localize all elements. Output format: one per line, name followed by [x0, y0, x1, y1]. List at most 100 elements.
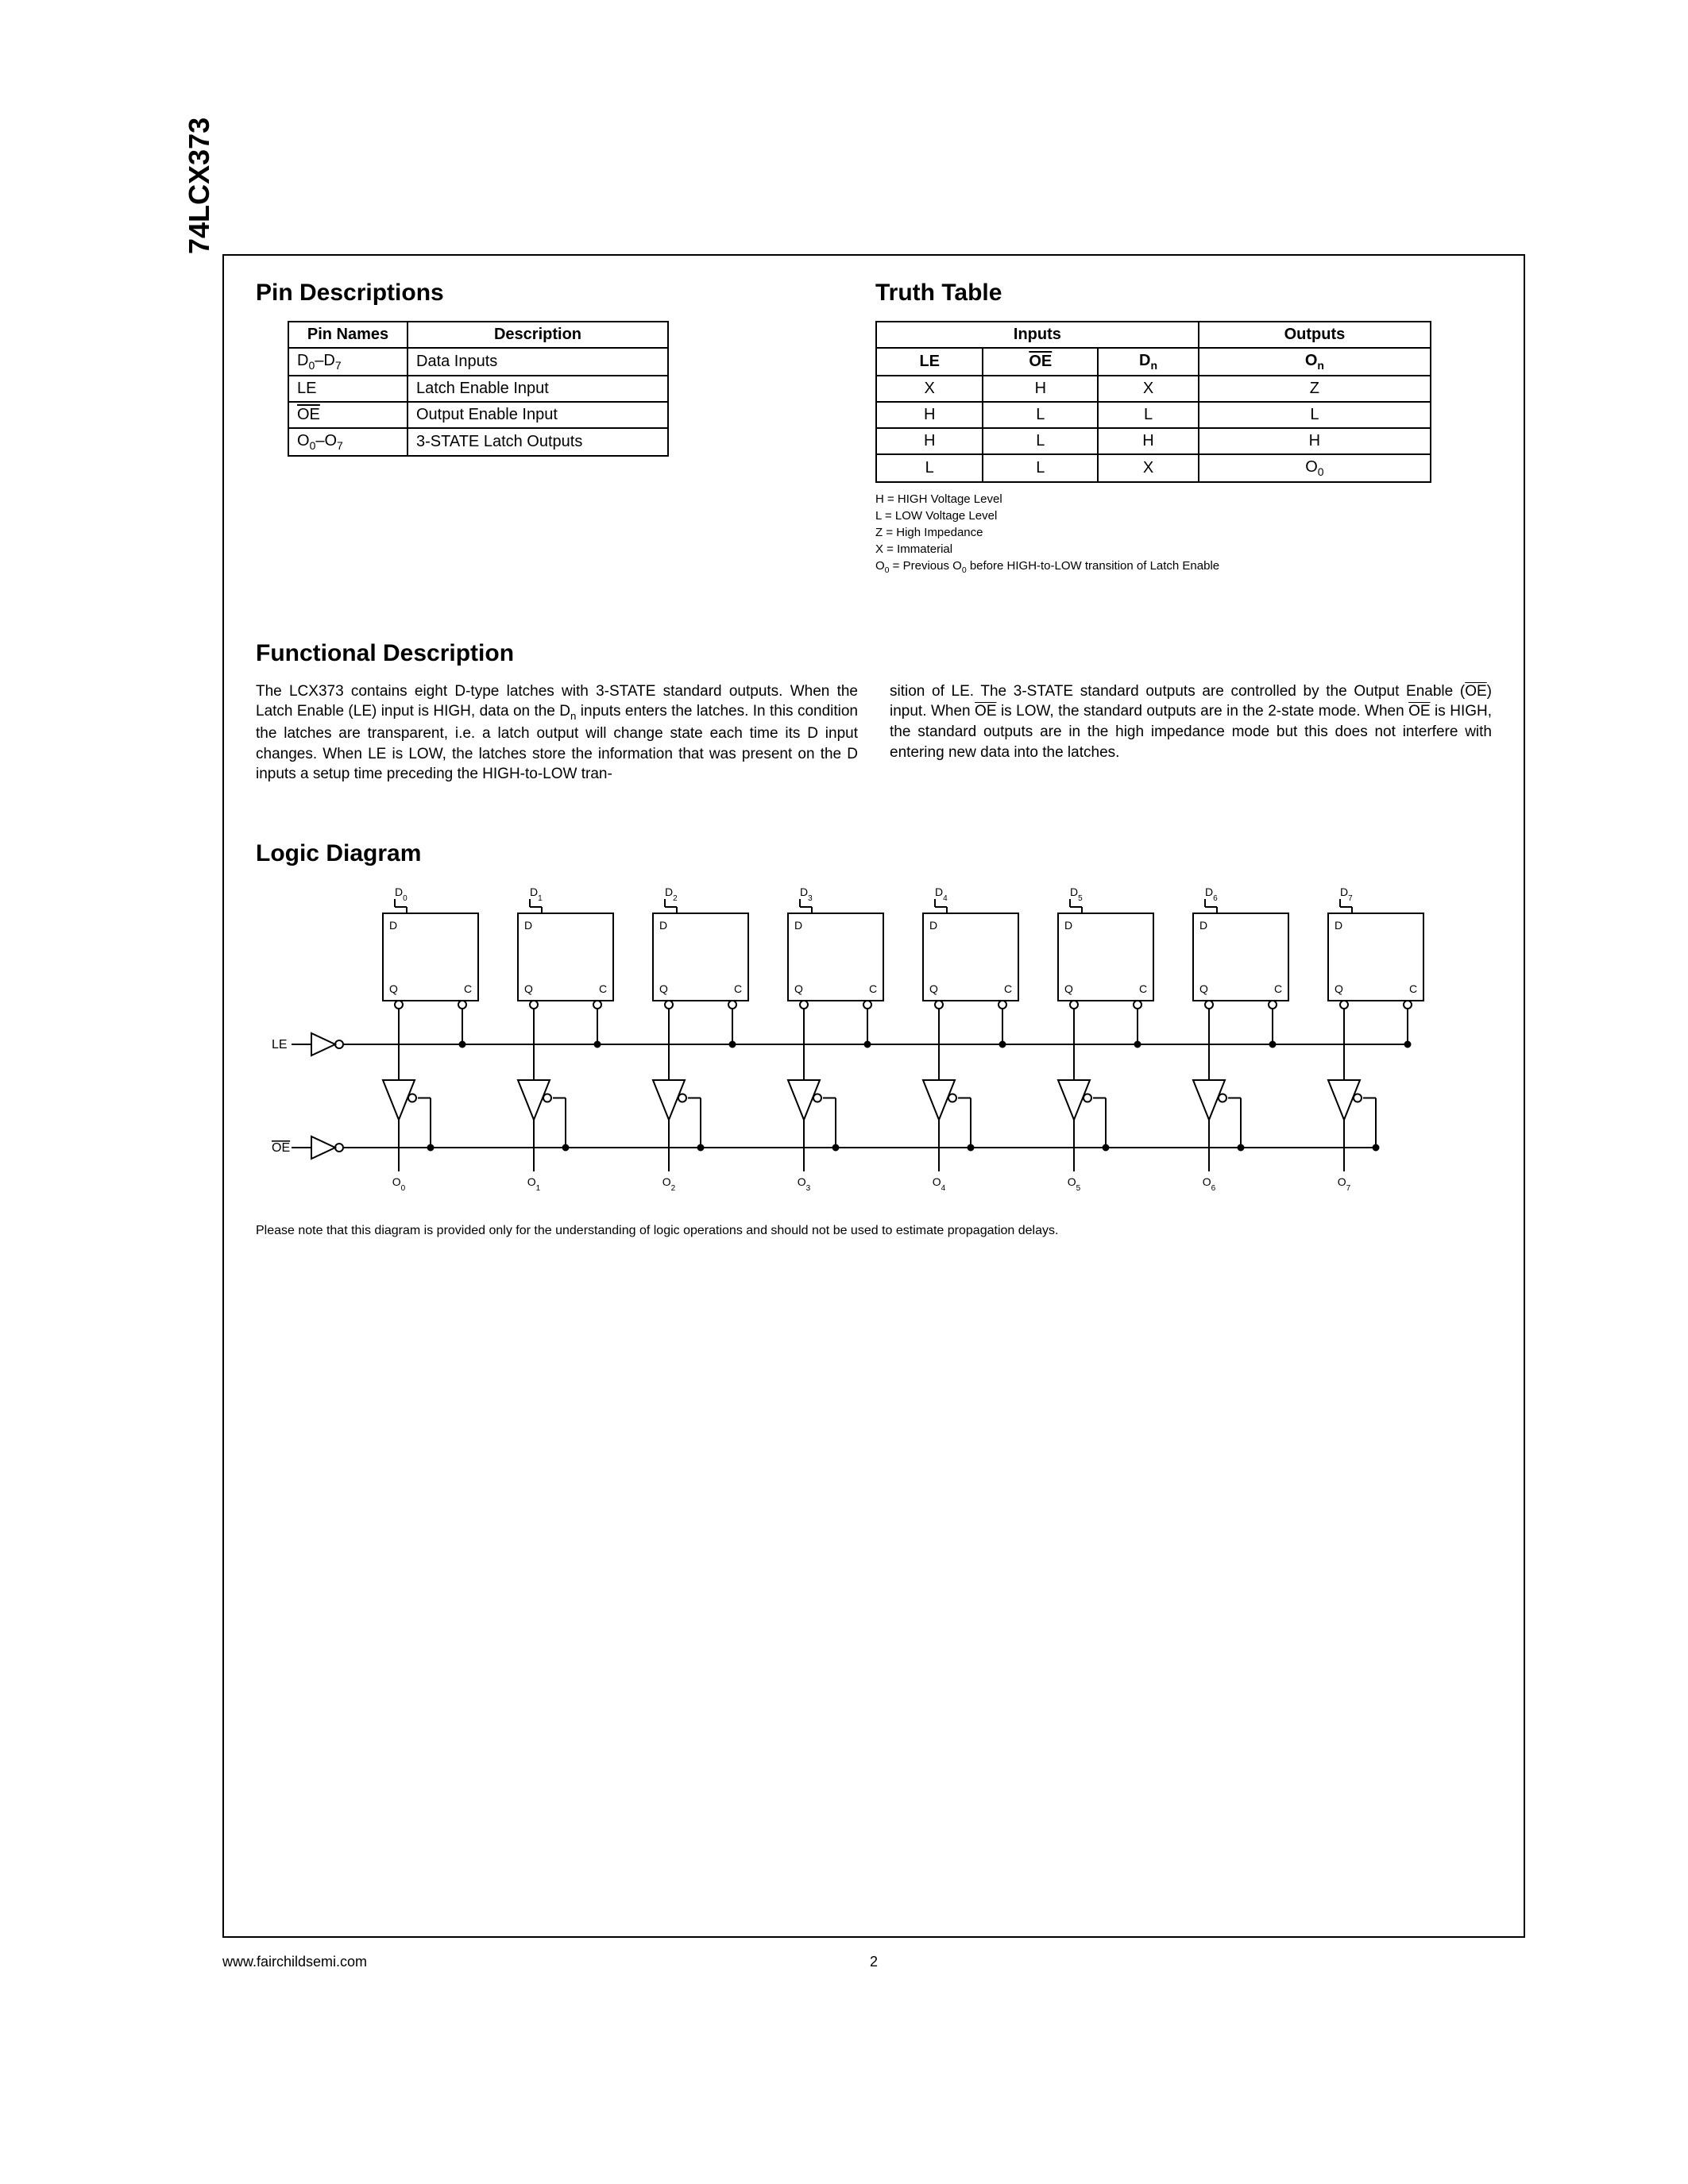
truth-col-header: LE — [876, 348, 983, 376]
part-number-text: 74LCX373 — [183, 118, 215, 254]
svg-text:C: C — [1139, 982, 1147, 995]
table-row: LELatch Enable Input — [288, 376, 668, 402]
pin-descriptions-section: Pin Descriptions Pin Names Description D… — [256, 280, 780, 457]
svg-text:O4: O4 — [933, 1175, 946, 1193]
truth-group-header: Outputs — [1199, 322, 1431, 348]
legend-line: H = HIGH Voltage Level — [875, 491, 1492, 507]
svg-text:Q: Q — [1335, 982, 1343, 995]
legend-line: O0 = Previous O0 before HIGH-to-LOW tran… — [875, 558, 1492, 577]
pin-desc-cell: Output Enable Input — [408, 402, 668, 428]
pin-descriptions-table: Pin Names Description D0–D7Data InputsLE… — [288, 321, 669, 457]
svg-text:O6: O6 — [1203, 1175, 1216, 1193]
svg-text:D: D — [1335, 919, 1342, 932]
pin-desc-cell: 3-STATE Latch Outputs — [408, 428, 668, 456]
legend-line: Z = High Impedance — [875, 524, 1492, 541]
table-row: D0–D7Data Inputs — [288, 348, 668, 376]
truth-cell: X — [1098, 376, 1199, 402]
functional-description-section: Functional Description The LCX373 contai… — [256, 640, 1492, 785]
svg-text:D0: D0 — [395, 886, 408, 903]
functional-text-col2: sition of LE. The 3-STATE standard outpu… — [890, 681, 1492, 785]
svg-text:C: C — [1004, 982, 1012, 995]
logic-diagram-svg: D0DCQO0D1DCQO1D2DCQO2D3DCQO3D4DCQO4D5DCQ… — [256, 882, 1479, 1215]
functional-text-col1: The LCX373 contains eight D-type latches… — [256, 681, 858, 785]
svg-text:D2: D2 — [665, 886, 678, 903]
top-row: Pin Descriptions Pin Names Description D… — [256, 280, 1492, 577]
table-row: XHXZ — [876, 376, 1431, 402]
svg-text:C: C — [464, 982, 472, 995]
svg-text:D: D — [794, 919, 802, 932]
svg-text:Q: Q — [524, 982, 533, 995]
svg-text:D3: D3 — [800, 886, 813, 903]
svg-text:D7: D7 — [1340, 886, 1353, 903]
truth-cell: H — [876, 402, 983, 428]
svg-text:D4: D4 — [935, 886, 948, 903]
truth-cell: H — [1098, 428, 1199, 454]
logic-diagram-section: Logic Diagram D0 D C Q O0 D1 D C Q O1 D2 D C Q O2 D3 D C Q… — [256, 840, 1492, 1238]
functional-columns: The LCX373 contains eight D-type latches… — [256, 681, 1492, 785]
svg-text:Q: Q — [794, 982, 803, 995]
svg-text:D: D — [929, 919, 937, 932]
svg-text:C: C — [1409, 982, 1417, 995]
svg-text:C: C — [869, 982, 877, 995]
pin-desc-cell: Latch Enable Input — [408, 376, 668, 402]
svg-text:Q: Q — [929, 982, 938, 995]
svg-text:Q: Q — [1199, 982, 1208, 995]
truth-cell: L — [983, 428, 1098, 454]
truth-col-header: OE — [983, 348, 1098, 376]
content-frame: Pin Descriptions Pin Names Description D… — [222, 254, 1525, 1938]
svg-text:D: D — [1064, 919, 1072, 932]
truth-cell: L — [876, 454, 983, 482]
pin-table-header: Pin Names — [288, 322, 408, 348]
truth-cell: L — [1098, 402, 1199, 428]
pin-table-header: Description — [408, 322, 668, 348]
svg-text:O7: O7 — [1338, 1175, 1351, 1193]
truth-col-header: Dn — [1098, 348, 1199, 376]
truth-cell: L — [983, 454, 1098, 482]
truth-cell: L — [983, 402, 1098, 428]
svg-text:D: D — [659, 919, 667, 932]
pin-desc-heading: Pin Descriptions — [256, 280, 780, 307]
truth-cell: O0 — [1199, 454, 1431, 482]
truth-table-legend: H = HIGH Voltage LevelL = LOW Voltage Le… — [875, 491, 1492, 577]
truth-cell: H — [1199, 428, 1431, 454]
svg-text:C: C — [599, 982, 607, 995]
table-row: O0–O73-STATE Latch Outputs — [288, 428, 668, 456]
part-number-sidebar: 74LCX373 — [183, 118, 216, 254]
svg-text:O1: O1 — [527, 1175, 541, 1193]
svg-text:D6: D6 — [1205, 886, 1218, 903]
legend-line: X = Immaterial — [875, 541, 1492, 558]
page-footer: www.fairchildsemi.com 2 — [222, 1954, 1525, 1970]
truth-heading: Truth Table — [875, 280, 1492, 307]
svg-text:O5: O5 — [1068, 1175, 1081, 1193]
footer-page-number: 2 — [870, 1954, 878, 1970]
svg-text:D: D — [1199, 919, 1207, 932]
footer-url: www.fairchildsemi.com — [222, 1954, 367, 1970]
svg-text:D5: D5 — [1070, 886, 1083, 903]
table-row: HLLL — [876, 402, 1431, 428]
truth-group-header: Inputs — [876, 322, 1199, 348]
pin-name-cell: LE — [288, 376, 408, 402]
table-row: HLHH — [876, 428, 1431, 454]
page-content: Pin Descriptions Pin Names Description D… — [222, 254, 1525, 1938]
svg-text:Q: Q — [1064, 982, 1073, 995]
svg-text:Q: Q — [389, 982, 398, 995]
svg-text:OE: OE — [272, 1141, 290, 1155]
svg-text:O2: O2 — [662, 1175, 676, 1193]
truth-cell: H — [983, 376, 1098, 402]
functional-heading: Functional Description — [256, 640, 1492, 667]
pin-name-cell: D0–D7 — [288, 348, 408, 376]
truth-table: Inputs Outputs LEOEDnOn XHXZHLLLHLHHLLXO… — [875, 321, 1431, 483]
truth-cell: H — [876, 428, 983, 454]
truth-cell: L — [1199, 402, 1431, 428]
svg-text:D1: D1 — [530, 886, 543, 903]
logic-heading: Logic Diagram — [256, 840, 1492, 867]
svg-text:D: D — [389, 919, 397, 932]
table-row: OEOutput Enable Input — [288, 402, 668, 428]
svg-text:O0: O0 — [392, 1175, 406, 1193]
truth-table-section: Truth Table Inputs Outputs LEOEDnOn XHXZ… — [875, 280, 1492, 577]
svg-text:D: D — [524, 919, 532, 932]
pin-name-cell: OE — [288, 402, 408, 428]
truth-cell: X — [876, 376, 983, 402]
truth-col-header: On — [1199, 348, 1431, 376]
logic-diagram-caption: Please note that this diagram is provide… — [256, 1224, 1492, 1238]
